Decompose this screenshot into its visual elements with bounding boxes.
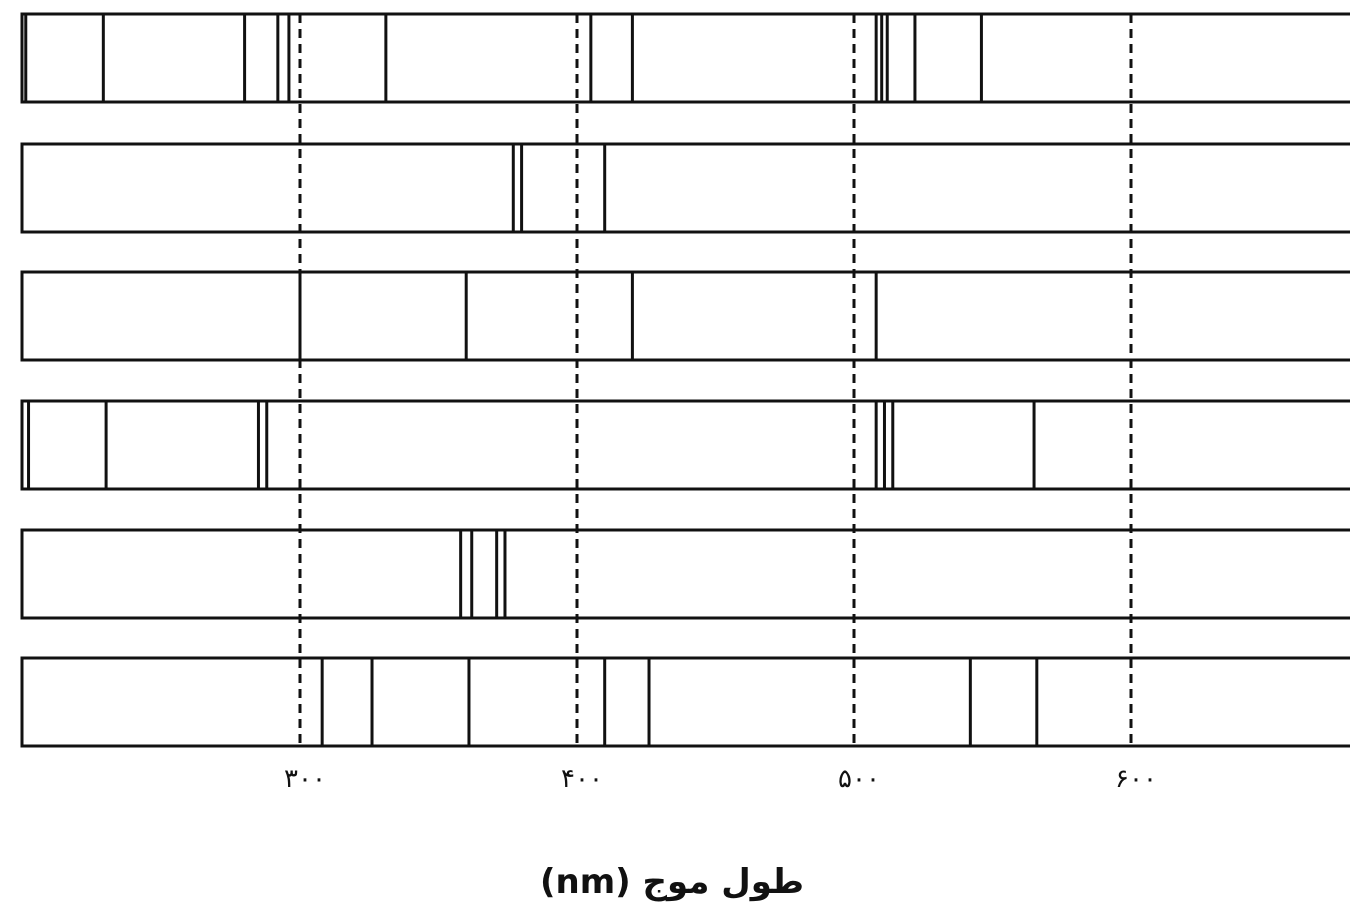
wavelength-guides: [298, 14, 1133, 748]
wavelength-tick-labels: ۳۰۰ ۴۰۰ ۵۰۰ ۶۰۰: [284, 764, 1157, 794]
spectrum-strip-frame: [20, 142, 1350, 234]
spectrum-strip-2: [20, 142, 1350, 234]
spectrum-strip-3: [20, 270, 1350, 362]
tick-label-600: ۶۰۰: [1115, 764, 1157, 794]
spectrum-strip-frame: [20, 528, 1350, 620]
spectrum-strip-frame: [20, 656, 1350, 748]
spectrum-strip-6: [20, 656, 1350, 748]
spectrum-strip-frame: [20, 12, 1350, 104]
tick-label-400: ۴۰۰: [561, 764, 603, 794]
spectrum-strip-1: [20, 12, 1350, 104]
axis-title: طول موج (nm): [540, 862, 804, 902]
spectrum-strips: [20, 12, 1350, 748]
spectrum-strip-frame: [20, 399, 1350, 491]
tick-label-300: ۳۰۰: [284, 764, 326, 794]
tick-label-500: ۵۰۰: [838, 764, 880, 794]
spectrum-strip-4: [20, 399, 1350, 491]
spectrum-strip-5: [20, 528, 1350, 620]
spectrum-strip-frame: [20, 270, 1350, 362]
